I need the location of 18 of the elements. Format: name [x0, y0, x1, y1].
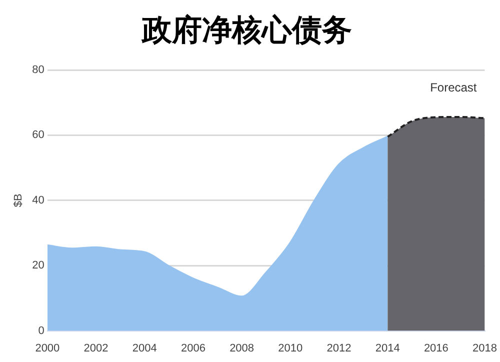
x-tick-label: 2002 — [84, 342, 108, 354]
x-tick-label: 2016 — [424, 342, 448, 354]
y-tick-label: 80 — [32, 64, 44, 76]
y-tick-label: 0 — [38, 324, 44, 337]
y-tick-label: 20 — [32, 260, 44, 272]
x-tick-label: 2014 — [375, 342, 400, 354]
chart-title: 政府净核心债务 — [141, 12, 352, 48]
y-axis-title: $B — [12, 194, 25, 208]
annotation: Forecast — [430, 80, 478, 94]
x-tick-label: 2012 — [326, 342, 352, 354]
x-tick-label: 2000 — [35, 342, 60, 354]
x-tick-label: 2010 — [278, 342, 303, 354]
y-tick-label: 40 — [32, 194, 44, 206]
x-tick-label: 2008 — [230, 342, 254, 354]
y-tick-label: 60 — [32, 129, 44, 142]
x-tick-label: 2018 — [472, 342, 498, 354]
x-tick-label: 2006 — [180, 342, 206, 354]
x-tick-label: 2004 — [132, 342, 157, 354]
